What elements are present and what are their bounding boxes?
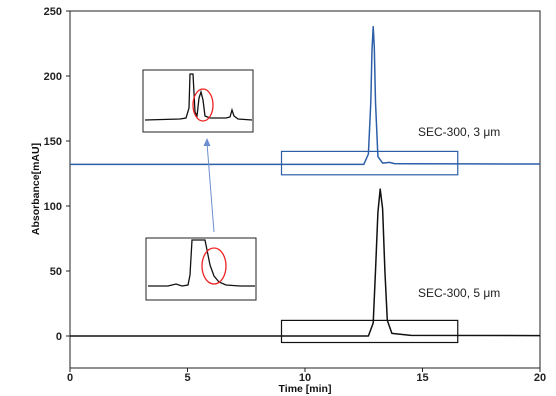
inset-upper-highlight-ellipse bbox=[192, 88, 214, 122]
x-axis-ticks: 0 5 10 15 20 bbox=[67, 368, 546, 384]
series-layer bbox=[70, 25, 541, 337]
y-tick-label: 0 bbox=[56, 331, 62, 343]
y-tick-label: 100 bbox=[44, 201, 62, 213]
annotation-layer bbox=[280, 150, 459, 344]
series-line-5um bbox=[70, 188, 541, 337]
series-line-3um bbox=[70, 25, 541, 166]
x-tick-label: 10 bbox=[299, 372, 311, 384]
plot-area-frame bbox=[69, 10, 541, 369]
y-tick-label: 150 bbox=[44, 136, 62, 148]
inset-lower-trace bbox=[148, 239, 255, 287]
inset-upper-frame bbox=[142, 69, 254, 133]
y-axis-ticks: 0 50 100 150 200 250 bbox=[44, 6, 70, 343]
y-axis-title: Absorbance[mAU] bbox=[30, 143, 42, 235]
inset-upper-trace bbox=[144, 73, 253, 121]
x-tick-label: 20 bbox=[534, 372, 546, 384]
y-tick-label: 200 bbox=[44, 71, 62, 83]
zoom-inset-lower bbox=[145, 237, 257, 301]
inset-lower-highlight-ellipse bbox=[201, 247, 227, 285]
x-tick-label: 0 bbox=[67, 372, 73, 384]
x-tick-label: 15 bbox=[416, 372, 428, 384]
zoom-region-box-3um bbox=[280, 150, 459, 176]
zoom-inset-upper bbox=[142, 69, 254, 133]
series-label-3um: SEC-300, 3 μm bbox=[418, 125, 500, 139]
x-tick-label: 5 bbox=[184, 372, 190, 384]
y-tick-label: 250 bbox=[44, 6, 62, 18]
x-axis-title: Time [min] bbox=[279, 383, 332, 395]
zoom-region-box-5um bbox=[280, 319, 459, 344]
y-tick-label: 50 bbox=[50, 266, 62, 278]
inset-connector-arrow bbox=[203, 138, 215, 233]
inset-lower-frame bbox=[145, 237, 257, 301]
series-label-5um: SEC-300, 5 μm bbox=[418, 286, 500, 300]
